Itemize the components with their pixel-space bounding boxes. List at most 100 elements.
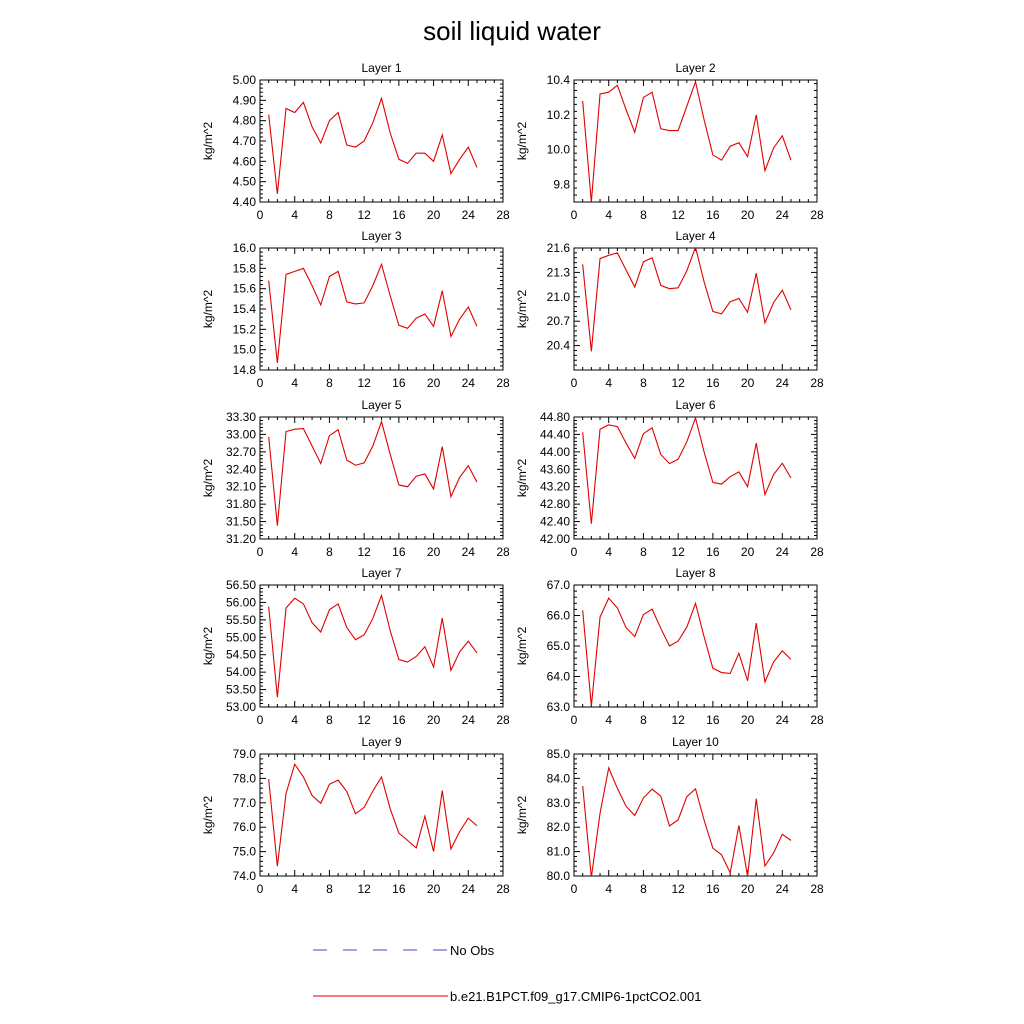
x-tick-label: 24	[462, 545, 476, 559]
x-tick-label: 8	[640, 713, 647, 727]
y-tick-label: 16.0	[233, 241, 257, 255]
plot-frame	[259, 753, 504, 877]
y-tick-label: 4.90	[233, 93, 257, 107]
x-tick-label: 20	[427, 713, 441, 727]
y-tick-label: 15.0	[233, 343, 257, 357]
y-tick-label: 4.50	[233, 175, 257, 189]
x-tick-label: 16	[392, 208, 406, 222]
x-tick-label: 24	[776, 713, 790, 727]
y-tick-label: 33.30	[226, 410, 256, 424]
x-tick-label: 20	[427, 376, 441, 390]
y-tick-label: 67.0	[547, 578, 571, 592]
x-tick-label: 0	[257, 713, 264, 727]
panels: Layer 1 kg/m^2 0 4 8 12 16 20 24 28 4.40 4.50 4.60 4.…	[201, 61, 824, 896]
x-tick-label: 28	[810, 545, 824, 559]
y-tick-label: 20.4	[547, 339, 571, 353]
y-axis-label: kg/m^2	[201, 459, 215, 498]
x-tick-label: 20	[741, 376, 755, 390]
y-tick-label: 31.80	[226, 497, 256, 511]
x-tick-label: 4	[605, 882, 612, 896]
x-tick-label: 4	[605, 376, 612, 390]
y-tick-label: 31.50	[226, 515, 256, 529]
x-tick-label: 8	[326, 882, 333, 896]
y-tick-label: 53.00	[226, 700, 256, 714]
y-tick-label: 65.0	[547, 639, 571, 653]
x-tick-label: 8	[640, 545, 647, 559]
y-tick-label: 55.50	[226, 613, 256, 627]
y-tick-label: 82.0	[547, 820, 571, 834]
y-tick-label: 63.0	[547, 700, 571, 714]
y-tick-label: 74.0	[233, 869, 257, 883]
x-tick-label: 20	[741, 208, 755, 222]
y-tick-label: 55.00	[226, 630, 256, 644]
x-tick-label: 16	[392, 882, 406, 896]
y-tick-label: 43.20	[540, 480, 570, 494]
x-tick-label: 0	[571, 713, 578, 727]
x-tick-label: 8	[326, 545, 333, 559]
y-tick-label: 80.0	[547, 869, 571, 883]
x-tick-label: 24	[776, 545, 790, 559]
panel-title: Layer 2	[675, 61, 715, 75]
y-tick-label: 54.00	[226, 665, 256, 679]
x-tick-label: 0	[571, 208, 578, 222]
x-tick-label: 16	[706, 208, 720, 222]
x-tick-label: 12	[671, 376, 685, 390]
y-tick-label: 81.0	[547, 845, 571, 859]
x-tick-label: 24	[462, 882, 476, 896]
x-tick-label: 4	[605, 545, 612, 559]
y-tick-label: 79.0	[233, 747, 257, 761]
series-line	[268, 419, 478, 526]
series-line	[268, 593, 478, 698]
y-tick-label: 31.20	[226, 532, 256, 546]
series-line	[582, 248, 792, 352]
y-tick-label: 10.2	[547, 108, 571, 122]
panel-layer-2: Layer 2 kg/m^2 0 4 8 12 16 20 24 28 9.8 10.0 10.2 10.…	[515, 61, 824, 222]
x-tick-label: 28	[496, 376, 510, 390]
series-line	[582, 597, 792, 707]
y-tick-label: 75.0	[233, 845, 257, 859]
legend: No Obs b.e21.B1PCT.f09_g17.CMIP6-1pctCO2…	[313, 943, 701, 1004]
panel-layer-5: Layer 5 kg/m^2 0 4 8 12 16 20 24 28 31.20 31.50 31.8…	[201, 398, 510, 559]
legend-label-no-obs: No Obs	[450, 943, 495, 958]
x-tick-label: 16	[706, 376, 720, 390]
panel-layer-8: Layer 8 kg/m^2 0 4 8 12 16 20 24 28 63.0 64.0 65.0 66…	[515, 566, 824, 727]
y-tick-label: 15.6	[233, 282, 257, 296]
x-tick-label: 0	[257, 545, 264, 559]
panel-title: Layer 9	[361, 735, 401, 749]
panel-title: Layer 10	[672, 735, 719, 749]
x-tick-label: 28	[810, 713, 824, 727]
x-tick-label: 28	[496, 208, 510, 222]
x-tick-label: 28	[810, 882, 824, 896]
y-tick-label: 21.0	[547, 290, 571, 304]
x-tick-label: 12	[671, 713, 685, 727]
x-tick-label: 0	[257, 376, 264, 390]
y-tick-label: 4.70	[233, 134, 257, 148]
x-tick-label: 20	[741, 882, 755, 896]
x-tick-label: 16	[706, 882, 720, 896]
y-tick-label: 66.0	[547, 609, 571, 623]
x-tick-label: 28	[496, 882, 510, 896]
panel-title: Layer 3	[361, 229, 401, 243]
x-tick-label: 12	[357, 208, 371, 222]
panel-layer-9: Layer 9 kg/m^2 0 4 8 12 16 20 24 28 74.0 75.0 76.0 77…	[201, 735, 510, 896]
y-tick-label: 64.0	[547, 670, 571, 684]
x-tick-label: 12	[357, 545, 371, 559]
x-tick-label: 4	[605, 713, 612, 727]
plot-frame	[259, 584, 504, 708]
y-tick-label: 42.80	[540, 497, 570, 511]
y-axis-label: kg/m^2	[201, 122, 215, 161]
x-tick-label: 4	[291, 713, 298, 727]
x-tick-label: 8	[326, 713, 333, 727]
x-tick-label: 20	[741, 713, 755, 727]
x-tick-label: 16	[392, 376, 406, 390]
series-line	[582, 417, 792, 524]
y-tick-label: 15.2	[233, 322, 257, 336]
y-tick-label: 14.8	[233, 363, 257, 377]
x-tick-label: 24	[462, 208, 476, 222]
y-axis-label: kg/m^2	[515, 459, 529, 498]
y-tick-label: 32.40	[226, 462, 256, 476]
x-tick-label: 16	[392, 545, 406, 559]
x-tick-label: 4	[291, 882, 298, 896]
x-tick-label: 8	[640, 208, 647, 222]
